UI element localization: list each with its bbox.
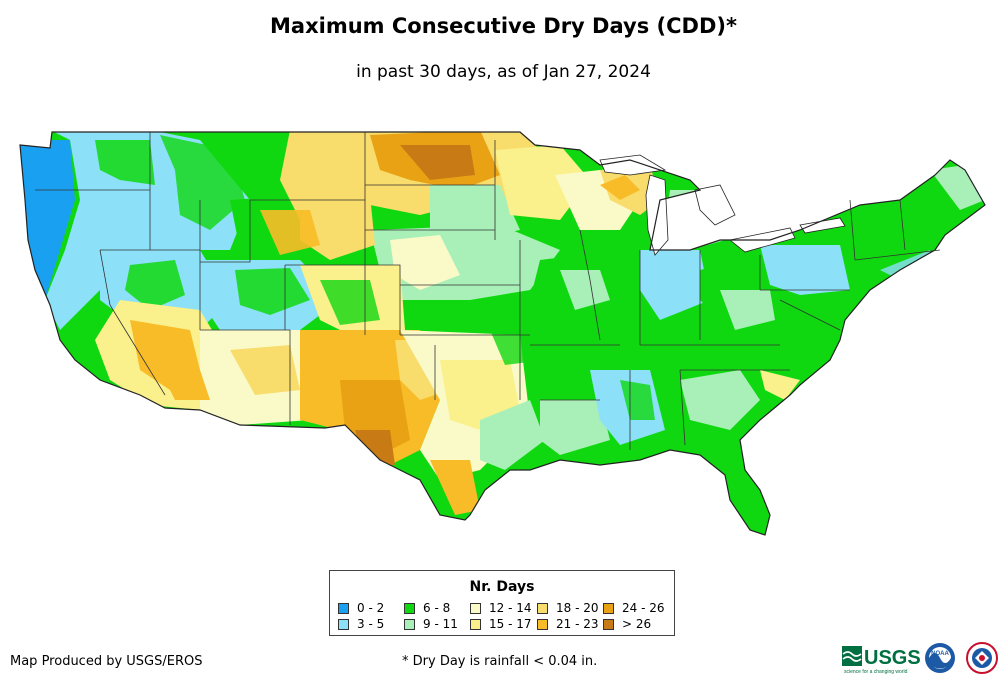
noaa-wordmark: NOAA <box>931 651 949 657</box>
legend-item: 18 - 20 <box>537 601 599 615</box>
us-cdd-map <box>19 131 986 536</box>
map-title: Maximum Consecutive Dry Days (CDD)* <box>270 14 737 38</box>
legend-item: 0 - 2 <box>338 601 384 615</box>
legend-swatch <box>537 602 548 614</box>
legend-swatch <box>537 618 548 630</box>
legend-swatch <box>470 618 481 630</box>
legend-item: 12 - 14 <box>470 601 532 615</box>
legend-swatch <box>603 602 614 614</box>
nws-logo <box>966 642 998 674</box>
legend-swatch <box>470 602 481 614</box>
legend-item: 3 - 5 <box>338 617 384 631</box>
legend-label: 9 - 11 <box>423 617 458 631</box>
legend-label: 24 - 26 <box>622 601 665 615</box>
legend-swatch <box>404 602 415 614</box>
great-lakes <box>599 154 846 256</box>
legend-swatch <box>338 602 349 614</box>
credit-text: Map Produced by USGS/EROS <box>10 654 203 669</box>
legend-label: 6 - 8 <box>423 601 451 615</box>
legend-title: Nr. Days <box>469 579 535 595</box>
agency-logos: USGS science for a changing world NOAA <box>842 642 998 675</box>
legend-label: 3 - 5 <box>357 617 385 631</box>
legend: Nr. Days 0 - 2 3 - 5 6 - 8 9 - 11 12 - 1… <box>329 570 675 636</box>
legend-item: 9 - 11 <box>404 617 458 631</box>
legend-item: 15 - 17 <box>470 617 532 631</box>
legend-label: > 26 <box>622 617 652 631</box>
legend-swatch <box>338 618 349 630</box>
noaa-logo: NOAA <box>925 643 955 673</box>
legend-label: 15 - 17 <box>489 617 532 631</box>
legend-item: 24 - 26 <box>603 601 665 615</box>
map-subtitle: in past 30 days, as of Jan 27, 2024 <box>356 62 651 82</box>
usgs-tagline: science for a changing world <box>844 669 908 675</box>
legend-label: 12 - 14 <box>489 601 532 615</box>
usgs-wordmark: USGS <box>864 647 921 669</box>
legend-label: 0 - 2 <box>357 601 385 615</box>
state-borders <box>35 132 941 450</box>
legend-swatch <box>404 618 415 630</box>
footnote-text: * Dry Day is rainfall < 0.04 in. <box>402 654 598 669</box>
usgs-logo: USGS science for a changing world <box>842 646 921 675</box>
legend-swatch <box>603 618 614 630</box>
legend-label: 21 - 23 <box>556 617 599 631</box>
legend-label: 18 - 20 <box>556 601 599 615</box>
legend-item: 6 - 8 <box>404 601 450 615</box>
legend-item: > 26 <box>603 617 651 631</box>
legend-item: 21 - 23 <box>537 617 599 631</box>
us-outline <box>19 131 986 536</box>
